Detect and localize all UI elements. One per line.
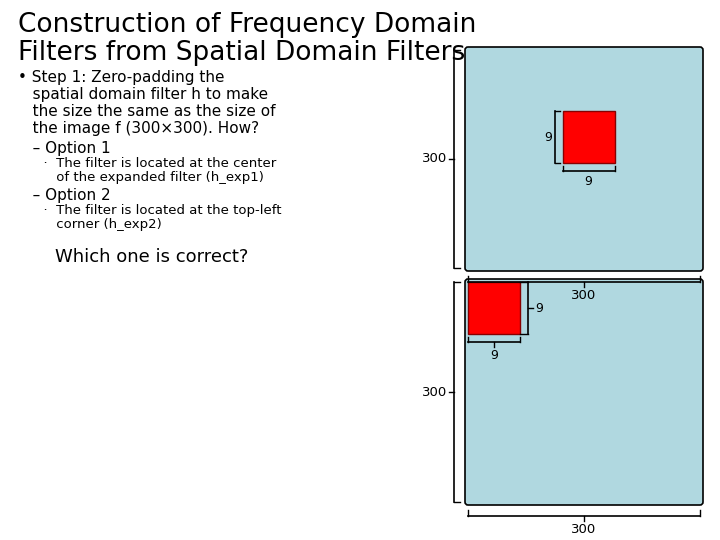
Text: of the expanded filter (h_exp1): of the expanded filter (h_exp1) xyxy=(18,171,264,184)
Text: 300: 300 xyxy=(572,289,597,302)
Text: 9: 9 xyxy=(490,349,498,362)
Text: the size the same as the size of: the size the same as the size of xyxy=(18,104,276,119)
FancyBboxPatch shape xyxy=(465,279,703,505)
Bar xyxy=(562,111,615,163)
Text: 9: 9 xyxy=(535,301,543,314)
Text: Which one is correct?: Which one is correct? xyxy=(55,248,248,266)
Text: 9: 9 xyxy=(585,175,593,188)
Text: – Option 2: – Option 2 xyxy=(18,188,111,203)
Text: 9: 9 xyxy=(544,131,552,144)
Text: 300: 300 xyxy=(572,523,597,536)
Text: Construction of Frequency Domain: Construction of Frequency Domain xyxy=(18,12,477,38)
Text: – Option 1: – Option 1 xyxy=(18,141,111,156)
Text: the image f (300×300). How?: the image f (300×300). How? xyxy=(18,121,259,136)
Text: 300: 300 xyxy=(422,152,447,165)
Text: 300: 300 xyxy=(422,386,447,399)
Text: ·  The filter is located at the top-left: · The filter is located at the top-left xyxy=(18,204,282,217)
Text: • Step 1: Zero-padding the: • Step 1: Zero-padding the xyxy=(18,70,225,85)
Text: Filters from Spatial Domain Filters: Filters from Spatial Domain Filters xyxy=(18,40,465,66)
Text: spatial domain filter h to make: spatial domain filter h to make xyxy=(18,87,268,102)
Text: ·  The filter is located at the center: · The filter is located at the center xyxy=(18,157,276,170)
FancyBboxPatch shape xyxy=(465,47,703,271)
Bar xyxy=(468,282,520,334)
Text: corner (h_exp2): corner (h_exp2) xyxy=(18,218,162,231)
